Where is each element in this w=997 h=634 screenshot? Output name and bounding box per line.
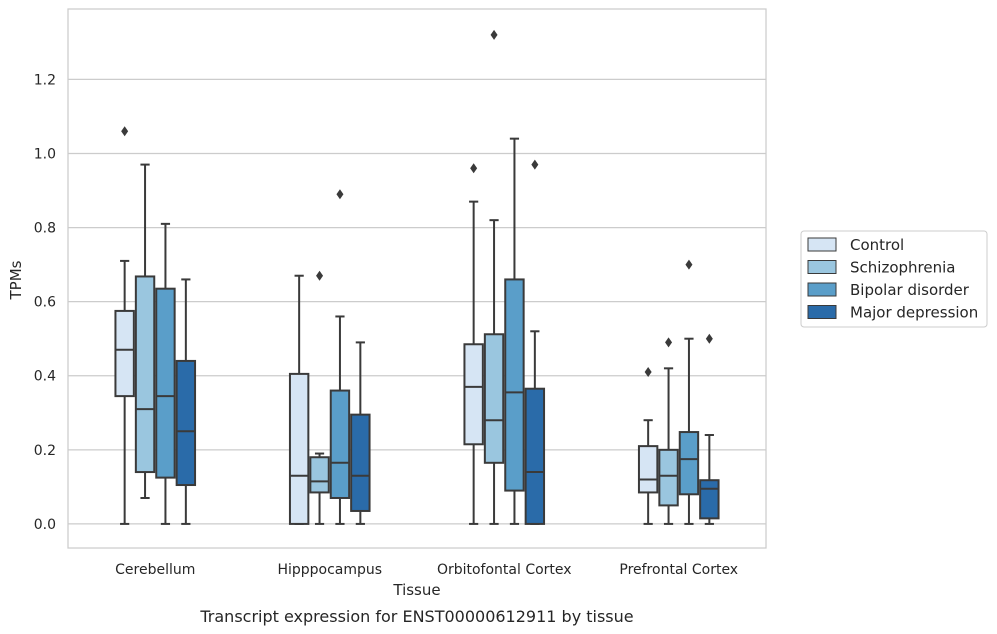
box-group xyxy=(463,163,484,525)
legend-label: Schizophrenia xyxy=(850,259,955,277)
outlier-point xyxy=(665,337,673,348)
y-tick-label: 1.2 xyxy=(34,72,56,88)
box-iqr xyxy=(524,387,546,525)
box-group xyxy=(524,159,546,525)
box-group xyxy=(658,337,679,525)
box-series xyxy=(114,29,720,525)
box-group xyxy=(309,270,330,525)
box-group xyxy=(329,189,351,525)
outlier-point xyxy=(316,270,324,281)
box-iqr xyxy=(504,278,525,492)
box-iqr xyxy=(309,456,330,494)
box-group xyxy=(504,137,525,525)
y-tick-label: 0.6 xyxy=(34,295,56,311)
legend-swatch xyxy=(807,237,837,252)
box-group xyxy=(134,163,156,499)
box-group xyxy=(175,278,197,525)
legend-swatch xyxy=(807,282,837,297)
box-iqr xyxy=(678,431,700,496)
legend-label: Bipolar disorder xyxy=(850,281,970,299)
chart-caption: Transcript expression for ENST0000061291… xyxy=(199,607,633,626)
y-tick-label: 0.0 xyxy=(34,517,56,533)
box-iqr xyxy=(175,359,197,487)
box-iqr xyxy=(483,333,505,464)
legend-label: Major depression xyxy=(850,304,978,322)
legend-label: Control xyxy=(850,236,904,254)
box-iqr xyxy=(134,275,156,474)
outlier-point xyxy=(336,189,344,200)
plot-frame xyxy=(67,8,767,549)
legend-swatch xyxy=(807,260,837,274)
x-tick-label: Prefrontal Cortex xyxy=(619,562,738,578)
box-group xyxy=(483,29,505,525)
y-axis-label: TPMs xyxy=(7,260,25,300)
outlier-point xyxy=(121,126,129,137)
y-tick-label: 1.0 xyxy=(34,146,56,162)
box-iqr xyxy=(288,372,310,525)
box-group xyxy=(288,274,310,525)
box-iqr xyxy=(658,448,679,507)
x-tick-label: Orbitofontal Cortex xyxy=(437,562,572,578)
box-group xyxy=(699,333,720,525)
legend: Control Schizophrenia Bipolar disorder Majo… xyxy=(800,230,988,328)
y-tick-label: 0.2 xyxy=(34,443,56,459)
box-iqr xyxy=(114,309,135,398)
box-iqr xyxy=(350,413,371,512)
x-tick-label: Cerebellum xyxy=(115,562,195,578)
box-group xyxy=(114,126,135,525)
box-group xyxy=(350,341,371,525)
outlier-point xyxy=(470,163,478,174)
box-group xyxy=(678,259,700,525)
outlier-point xyxy=(490,29,498,40)
box-group xyxy=(155,222,176,525)
box-group xyxy=(637,367,659,525)
x-axis-label: Tissue xyxy=(392,581,440,599)
y-axis-ticks: 0.0 0.2 0.4 0.6 0.8 1.0 1.2 xyxy=(34,72,56,533)
y-tick-label: 0.4 xyxy=(34,369,56,385)
box-iqr xyxy=(699,479,720,520)
y-tick-label: 0.8 xyxy=(34,221,56,237)
x-axis-ticks: Cerebellum Hipppocampus Orbitofontal Corte… xyxy=(115,562,738,578)
legend-frame xyxy=(800,230,988,328)
x-tick-label: Hipppocampus xyxy=(277,562,382,578)
box-iqr xyxy=(155,287,176,479)
outlier-point xyxy=(705,333,713,344)
outlier-point xyxy=(644,367,652,378)
outlier-point xyxy=(531,159,539,170)
box-iqr xyxy=(637,445,659,494)
legend-swatch xyxy=(807,305,837,319)
box-iqr xyxy=(463,343,484,446)
outlier-point xyxy=(685,259,693,270)
box-iqr xyxy=(329,389,351,499)
